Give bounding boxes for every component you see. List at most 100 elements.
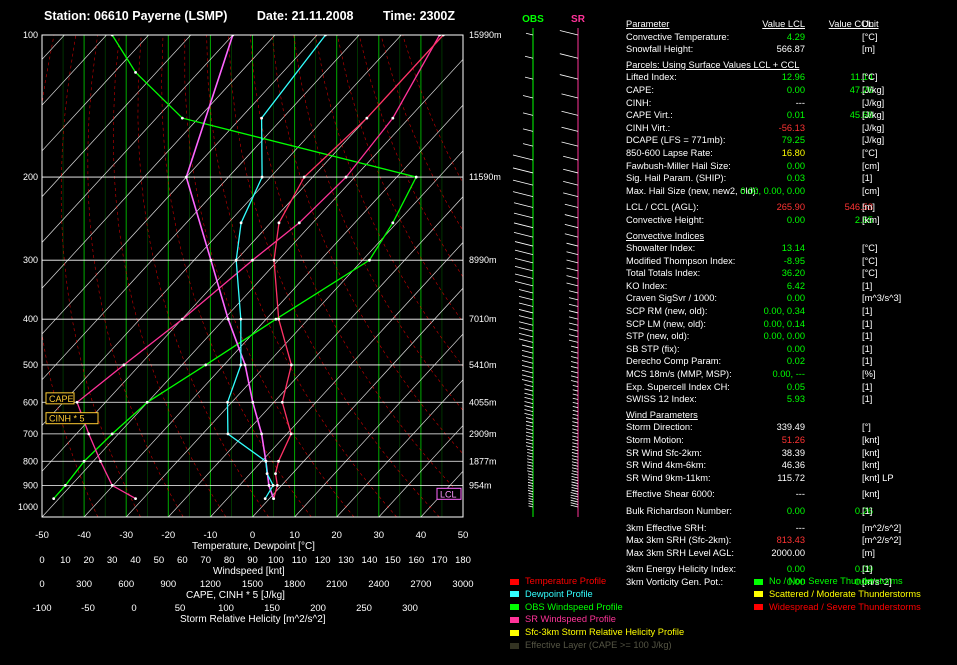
param-row: KO Index: 6.42 [1] bbox=[626, 280, 951, 293]
param-value-lcl: 0.00 bbox=[786, 293, 805, 304]
axis-tick-label: 70 bbox=[200, 555, 212, 566]
temperature-line-point bbox=[365, 116, 369, 120]
sr-wind-barb bbox=[572, 445, 579, 448]
param-label: Derecho Comp Param: bbox=[626, 356, 722, 367]
param-unit: [°] bbox=[862, 422, 871, 433]
legend-swatch bbox=[510, 578, 519, 585]
obs-wind-barb bbox=[525, 417, 534, 420]
obs-windspeed-line-point bbox=[134, 70, 137, 74]
param-unit: [1] bbox=[862, 394, 873, 405]
dewpoint-line-point bbox=[260, 116, 264, 120]
legend-swatch bbox=[754, 604, 763, 611]
dewpoint-line bbox=[226, 35, 327, 499]
param-value-lcl: 46.36 bbox=[781, 460, 805, 471]
param-unit: [m] bbox=[862, 547, 875, 558]
param-section-title: Wind Parameters bbox=[626, 409, 698, 420]
axis-tick-label: -100 bbox=[32, 603, 52, 614]
param-label: Convective Height: bbox=[626, 214, 705, 225]
obs-windspeed-line-point bbox=[110, 432, 114, 436]
dry-adiabat bbox=[228, 35, 440, 517]
dry-adiabat bbox=[358, 35, 463, 278]
skewed-isotherm bbox=[42, 35, 360, 381]
param-value-lcl: 813.43 bbox=[776, 535, 805, 546]
temperature-line-point bbox=[289, 432, 293, 436]
legend-label: SR Windspeed Profile bbox=[525, 614, 616, 625]
param-value-ccl: 45.68 bbox=[849, 110, 873, 121]
sr-wind-barb bbox=[563, 192, 579, 198]
temperature-line-point bbox=[272, 497, 276, 501]
param-row: Max. Hail Size (new, new2, old): 0.00, 0.… bbox=[626, 185, 951, 198]
obs-windspeed-line-point bbox=[145, 400, 149, 404]
obs-wind-barb bbox=[521, 369, 534, 374]
obs-windspeed-line-point bbox=[414, 175, 418, 179]
cape-axis: 0 300 600 900 1200 1500 1800 2100 2400 2700 3000 CA… bbox=[0, 579, 510, 605]
param-unit: [J/kg] bbox=[862, 110, 885, 121]
height-label: 4055m bbox=[469, 397, 497, 407]
sr-wind-barb bbox=[572, 389, 579, 392]
param-unit: [°C] bbox=[862, 72, 878, 83]
param-row: Storm Direction: 339.49 [°] bbox=[626, 421, 951, 434]
param-value-lcl: 0.00 bbox=[786, 214, 805, 225]
sr-wind-barb bbox=[572, 432, 579, 435]
param-value-lcl: --- bbox=[795, 489, 805, 500]
temperature-line-point bbox=[277, 317, 281, 321]
dewpoint-line-point bbox=[226, 432, 230, 436]
obs-wind-barb bbox=[524, 392, 534, 396]
param-row: STP (new, old): 0.00, 0.00 [1] bbox=[626, 330, 951, 343]
param-label: Max 3km SRH (Sfc-2km): bbox=[626, 535, 732, 546]
parcel-line-point bbox=[184, 175, 188, 179]
obs-wind-barb bbox=[522, 128, 534, 132]
param-row: SCP LM (new, old): 0.00, 0.14 [1] bbox=[626, 318, 951, 331]
obs-wind-barb bbox=[524, 401, 534, 405]
height-label: 7010m bbox=[469, 314, 497, 324]
param-label: Lifted Index: bbox=[626, 72, 677, 83]
height-label: 8990m bbox=[469, 255, 497, 265]
axis-tick-label: 2700 bbox=[410, 579, 432, 590]
axis-tick-label: 1500 bbox=[241, 579, 264, 590]
skewed-isotherm bbox=[83, 104, 463, 517]
obs-wind-barb bbox=[518, 295, 534, 301]
sr-wind-barb bbox=[571, 467, 579, 470]
skewed-isotherm bbox=[336, 379, 463, 517]
legend-label: Dewpoint Profile bbox=[525, 588, 593, 599]
param-row: 3km Effective SRH: --- [m^2/s^2] bbox=[626, 522, 951, 535]
param-unit: [1] bbox=[862, 356, 873, 367]
param-value-lcl: 13.14 bbox=[781, 243, 805, 254]
dry-adiabat bbox=[293, 35, 463, 411]
param-row: Exp. Supercell Index CH: 0.05 [1] bbox=[626, 381, 951, 394]
sr-wind-barb bbox=[568, 328, 579, 332]
dry-adiabat bbox=[87, 35, 184, 517]
axis-tick-label: 300 bbox=[402, 603, 418, 614]
sr-wind-barb bbox=[570, 504, 579, 508]
param-value-lcl: 0.00, 0.00, 0.00 bbox=[740, 185, 805, 196]
skewed-isotherm bbox=[420, 470, 463, 517]
dry-adiabat bbox=[249, 35, 463, 498]
height-label: 5410m bbox=[469, 360, 497, 370]
param-value-lcl: 339.49 bbox=[776, 422, 805, 433]
obs-wind-barb bbox=[521, 355, 534, 359]
skewed-isotherm bbox=[294, 333, 463, 517]
sr-wind-barb bbox=[568, 316, 579, 320]
obs-wind-barb bbox=[512, 167, 534, 174]
sr-wind-barb bbox=[571, 470, 579, 473]
time-label: Time: 2300Z bbox=[382, 9, 456, 23]
legend-item: Sfc-3km Storm Relative Helicity Profile bbox=[510, 627, 684, 637]
axis-tick-label: 1800 bbox=[284, 579, 306, 590]
param-unit: [km] bbox=[862, 214, 880, 225]
param-row: 3km Vorticity Gen. Pot.: 0.00 0.04 [m/s^2] bbox=[626, 576, 951, 589]
legend-label: Effective Layer (CAPE >= 100 J/kg) bbox=[525, 640, 672, 650]
param-label: Craven SigSvr / 1000: bbox=[626, 293, 717, 304]
chart-header: Station: 06610 Payerne (LSMP) Date: 21.1… bbox=[44, 9, 481, 23]
param-label: Showalter Index: bbox=[626, 243, 696, 254]
param-row: LCL / CCL (AGL): 265.90 546.53 [m] bbox=[626, 201, 951, 214]
height-label: 1877m bbox=[469, 456, 497, 466]
sr-wind-barb bbox=[568, 339, 579, 343]
obs-windspeed-line-point bbox=[274, 317, 278, 321]
param-row: Modified Thompson Index: -8.95 [°C] bbox=[626, 255, 951, 268]
obs-windspeed-line-point bbox=[63, 484, 67, 487]
obs-wind-barb bbox=[521, 349, 534, 354]
skewed-isotherm bbox=[42, 35, 276, 289]
param-value-lcl: 0.02 bbox=[786, 356, 805, 367]
obs-wind-barb bbox=[527, 467, 534, 470]
param-row: Sig. Hail Param. (SHIP): 0.03 [1] bbox=[626, 172, 951, 185]
